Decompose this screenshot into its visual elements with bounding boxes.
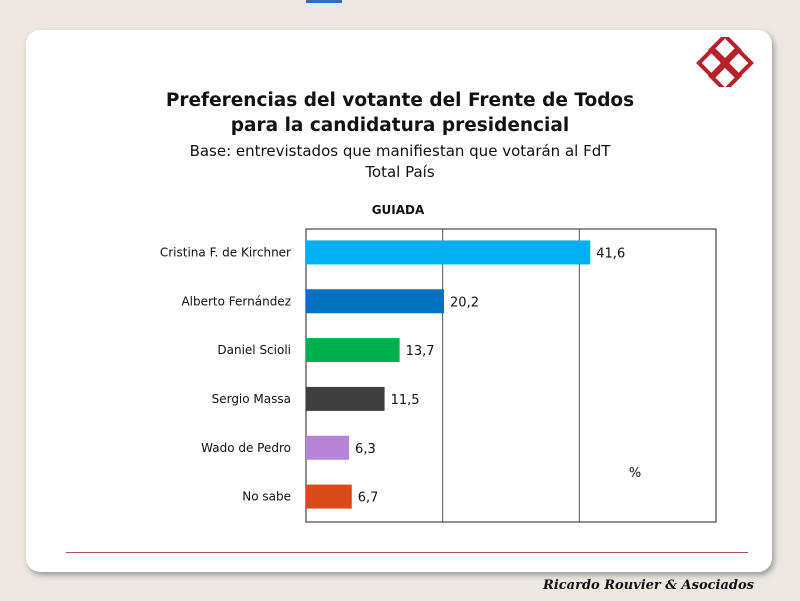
category-label-2: Daniel Scioli bbox=[217, 343, 291, 357]
chart-subtitle: Base: entrevistados que manifiestan que … bbox=[189, 142, 611, 160]
chart-title-line2: para la candidatura presidencial bbox=[230, 115, 570, 136]
unit-label: % bbox=[629, 466, 641, 481]
chart-subtitle-line2: Total País bbox=[365, 163, 435, 181]
panel-label: GUIADA bbox=[372, 203, 425, 217]
bottom-divider bbox=[66, 552, 748, 553]
bar-2 bbox=[306, 338, 400, 363]
top-tab-indicator bbox=[306, 0, 342, 3]
bar-1 bbox=[306, 289, 445, 314]
value-label-2: 13,7 bbox=[406, 344, 435, 359]
category-label-0: Cristina F. de Kirchner bbox=[160, 245, 291, 259]
value-label-3: 11,5 bbox=[391, 393, 420, 408]
category-label-5: No sabe bbox=[242, 490, 291, 504]
bar-4 bbox=[306, 435, 350, 460]
company-logo-icon bbox=[696, 37, 754, 87]
category-label-3: Sergio Massa bbox=[212, 392, 291, 406]
bar-5 bbox=[306, 484, 352, 509]
plot-frame bbox=[305, 228, 717, 523]
value-label-0: 41,6 bbox=[596, 246, 625, 261]
category-label-4: Wado de Pedro bbox=[201, 441, 291, 455]
footer-credit: Ricardo Rouvier & Asociados bbox=[543, 578, 754, 593]
value-label-1: 20,2 bbox=[450, 295, 479, 310]
bar-0 bbox=[306, 240, 591, 265]
value-label-5: 6,7 bbox=[358, 491, 379, 506]
category-label-1: Alberto Fernández bbox=[181, 294, 291, 308]
bar-3 bbox=[306, 386, 385, 411]
chart-title: Preferencias del votante del Frente de T… bbox=[165, 90, 635, 111]
value-label-4: 6,3 bbox=[355, 442, 376, 457]
